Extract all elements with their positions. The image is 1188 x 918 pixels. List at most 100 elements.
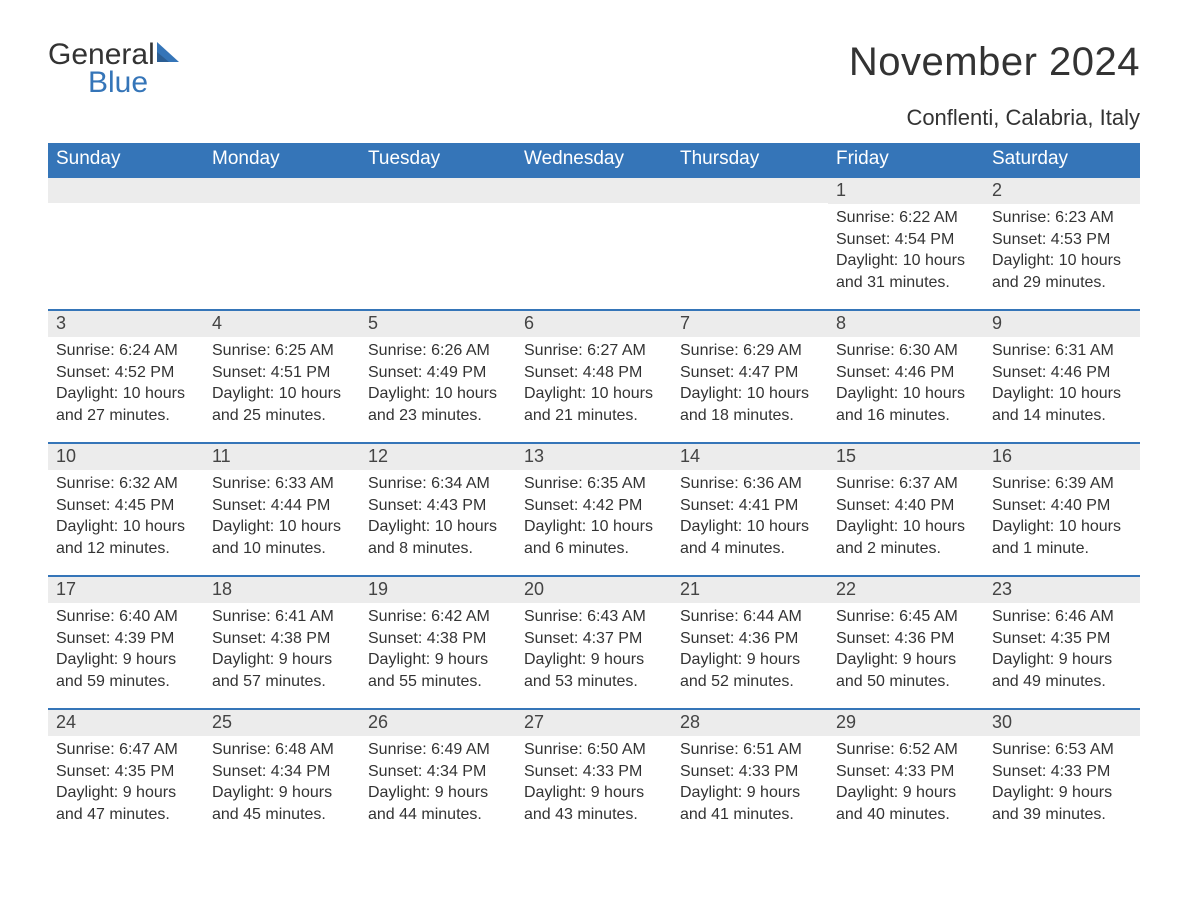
sunset-line: Sunset: 4:46 PM: [836, 362, 976, 384]
day-body: Sunrise: 6:36 AMSunset: 4:41 PMDaylight:…: [672, 470, 828, 563]
title-block: November 2024 Conflenti, Calabria, Italy: [849, 40, 1140, 137]
day-number: 11: [204, 442, 360, 470]
day-body: Sunrise: 6:25 AMSunset: 4:51 PMDaylight:…: [204, 337, 360, 430]
day-header-wednesday: Wednesday: [516, 143, 672, 176]
sunset-line: Sunset: 4:51 PM: [212, 362, 352, 384]
day-number: 30: [984, 708, 1140, 736]
day-cell: 23Sunrise: 6:46 AMSunset: 4:35 PMDayligh…: [984, 575, 1140, 708]
sunrise-line: Sunrise: 6:39 AM: [992, 473, 1132, 495]
daylight-line: Daylight: 9 hours and 49 minutes.: [992, 649, 1132, 692]
sunrise-line: Sunrise: 6:48 AM: [212, 739, 352, 761]
sunrise-line: Sunrise: 6:53 AM: [992, 739, 1132, 761]
sunrise-line: Sunrise: 6:51 AM: [680, 739, 820, 761]
sunset-line: Sunset: 4:35 PM: [56, 761, 196, 783]
sunrise-line: Sunrise: 6:44 AM: [680, 606, 820, 628]
daylight-line: Daylight: 10 hours and 27 minutes.: [56, 383, 196, 426]
sunset-line: Sunset: 4:37 PM: [524, 628, 664, 650]
sunset-line: Sunset: 4:39 PM: [56, 628, 196, 650]
logo: General Blue: [48, 40, 183, 98]
sunrise-line: Sunrise: 6:27 AM: [524, 340, 664, 362]
day-number: 2: [984, 176, 1140, 204]
sunset-line: Sunset: 4:52 PM: [56, 362, 196, 384]
day-header-saturday: Saturday: [984, 143, 1140, 176]
sunset-line: Sunset: 4:40 PM: [836, 495, 976, 517]
day-number: 28: [672, 708, 828, 736]
sunset-line: Sunset: 4:33 PM: [680, 761, 820, 783]
daylight-line: Daylight: 9 hours and 39 minutes.: [992, 782, 1132, 825]
sunset-line: Sunset: 4:54 PM: [836, 229, 976, 251]
sunset-line: Sunset: 4:33 PM: [524, 761, 664, 783]
sunrise-line: Sunrise: 6:29 AM: [680, 340, 820, 362]
day-cell: [516, 176, 672, 309]
day-body: Sunrise: 6:34 AMSunset: 4:43 PMDaylight:…: [360, 470, 516, 563]
day-number: 16: [984, 442, 1140, 470]
day-body: Sunrise: 6:27 AMSunset: 4:48 PMDaylight:…: [516, 337, 672, 430]
day-number: 12: [360, 442, 516, 470]
day-number: 13: [516, 442, 672, 470]
day-cell: 13Sunrise: 6:35 AMSunset: 4:42 PMDayligh…: [516, 442, 672, 575]
sunset-line: Sunset: 4:35 PM: [992, 628, 1132, 650]
sunset-line: Sunset: 4:44 PM: [212, 495, 352, 517]
daylight-line: Daylight: 9 hours and 53 minutes.: [524, 649, 664, 692]
day-number: 27: [516, 708, 672, 736]
sunset-line: Sunset: 4:47 PM: [680, 362, 820, 384]
day-body: Sunrise: 6:40 AMSunset: 4:39 PMDaylight:…: [48, 603, 204, 696]
sunset-line: Sunset: 4:40 PM: [992, 495, 1132, 517]
sunrise-line: Sunrise: 6:52 AM: [836, 739, 976, 761]
day-cell: [360, 176, 516, 309]
daylight-line: Daylight: 10 hours and 4 minutes.: [680, 516, 820, 559]
sunrise-line: Sunrise: 6:24 AM: [56, 340, 196, 362]
day-cell: 9Sunrise: 6:31 AMSunset: 4:46 PMDaylight…: [984, 309, 1140, 442]
daylight-line: Daylight: 9 hours and 45 minutes.: [212, 782, 352, 825]
day-body: Sunrise: 6:39 AMSunset: 4:40 PMDaylight:…: [984, 470, 1140, 563]
day-cell: 28Sunrise: 6:51 AMSunset: 4:33 PMDayligh…: [672, 708, 828, 841]
day-number: 1: [828, 176, 984, 204]
day-cell: 27Sunrise: 6:50 AMSunset: 4:33 PMDayligh…: [516, 708, 672, 841]
daylight-line: Daylight: 9 hours and 44 minutes.: [368, 782, 508, 825]
day-cell: [48, 176, 204, 309]
day-header-tuesday: Tuesday: [360, 143, 516, 176]
sunrise-line: Sunrise: 6:50 AM: [524, 739, 664, 761]
day-body: Sunrise: 6:33 AMSunset: 4:44 PMDaylight:…: [204, 470, 360, 563]
sunrise-line: Sunrise: 6:40 AM: [56, 606, 196, 628]
day-cell: 24Sunrise: 6:47 AMSunset: 4:35 PMDayligh…: [48, 708, 204, 841]
day-cell: 8Sunrise: 6:30 AMSunset: 4:46 PMDaylight…: [828, 309, 984, 442]
sunset-line: Sunset: 4:33 PM: [836, 761, 976, 783]
sunrise-line: Sunrise: 6:31 AM: [992, 340, 1132, 362]
day-body: Sunrise: 6:53 AMSunset: 4:33 PMDaylight:…: [984, 736, 1140, 829]
day-body: Sunrise: 6:46 AMSunset: 4:35 PMDaylight:…: [984, 603, 1140, 696]
day-body: Sunrise: 6:49 AMSunset: 4:34 PMDaylight:…: [360, 736, 516, 829]
sunrise-line: Sunrise: 6:25 AM: [212, 340, 352, 362]
sail-icon: [155, 40, 183, 69]
calendar-body: 1Sunrise: 6:22 AMSunset: 4:54 PMDaylight…: [48, 176, 1140, 841]
day-cell: 17Sunrise: 6:40 AMSunset: 4:39 PMDayligh…: [48, 575, 204, 708]
sunrise-line: Sunrise: 6:42 AM: [368, 606, 508, 628]
sunset-line: Sunset: 4:46 PM: [992, 362, 1132, 384]
sunrise-line: Sunrise: 6:36 AM: [680, 473, 820, 495]
day-number: 10: [48, 442, 204, 470]
calendar-table: SundayMondayTuesdayWednesdayThursdayFrid…: [48, 143, 1140, 841]
day-cell: 14Sunrise: 6:36 AMSunset: 4:41 PMDayligh…: [672, 442, 828, 575]
week-row: 24Sunrise: 6:47 AMSunset: 4:35 PMDayligh…: [48, 708, 1140, 841]
day-body: Sunrise: 6:29 AMSunset: 4:47 PMDaylight:…: [672, 337, 828, 430]
daylight-line: Daylight: 10 hours and 10 minutes.: [212, 516, 352, 559]
day-cell: 25Sunrise: 6:48 AMSunset: 4:34 PMDayligh…: [204, 708, 360, 841]
sunrise-line: Sunrise: 6:41 AM: [212, 606, 352, 628]
page-title: November 2024: [849, 40, 1140, 85]
daylight-line: Daylight: 9 hours and 40 minutes.: [836, 782, 976, 825]
sunrise-line: Sunrise: 6:32 AM: [56, 473, 196, 495]
daylight-line: Daylight: 10 hours and 16 minutes.: [836, 383, 976, 426]
day-cell: 18Sunrise: 6:41 AMSunset: 4:38 PMDayligh…: [204, 575, 360, 708]
sunset-line: Sunset: 4:36 PM: [836, 628, 976, 650]
sunset-line: Sunset: 4:34 PM: [212, 761, 352, 783]
sunset-line: Sunset: 4:49 PM: [368, 362, 508, 384]
day-number: 26: [360, 708, 516, 736]
day-cell: 11Sunrise: 6:33 AMSunset: 4:44 PMDayligh…: [204, 442, 360, 575]
sunrise-line: Sunrise: 6:37 AM: [836, 473, 976, 495]
sunset-line: Sunset: 4:45 PM: [56, 495, 196, 517]
location-subtitle: Conflenti, Calabria, Italy: [849, 105, 1140, 131]
daynum-bar-empty: [516, 176, 672, 203]
day-body: Sunrise: 6:26 AMSunset: 4:49 PMDaylight:…: [360, 337, 516, 430]
day-number: 4: [204, 309, 360, 337]
day-number: 8: [828, 309, 984, 337]
